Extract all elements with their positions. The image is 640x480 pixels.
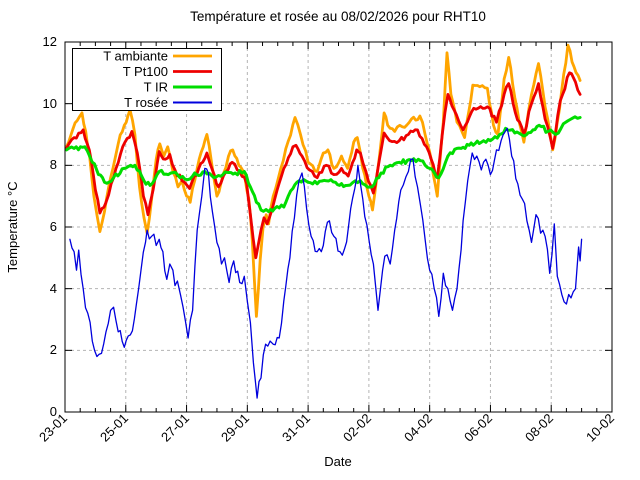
y-tick-label: 0 xyxy=(50,404,57,419)
legend-label-t-ambiante: T ambiante xyxy=(103,49,168,64)
series-line-t-ir xyxy=(65,115,582,214)
legend-label-t-rosee: T rosée xyxy=(124,95,168,110)
series-line-t-pt100 xyxy=(65,71,582,260)
y-tick-label: 6 xyxy=(50,219,57,234)
x-tick-label: 06-02 xyxy=(461,411,495,445)
x-tick-label: 31-01 xyxy=(279,411,313,445)
legend-label-t-pt100: T Pt100 xyxy=(123,64,168,79)
series-line-t-ros-e xyxy=(69,127,583,399)
x-tick-label: 27-01 xyxy=(158,411,192,445)
y-tick-label: 4 xyxy=(50,281,57,296)
legend: T ambiante T Pt100 T IR T rosée xyxy=(72,48,222,111)
legend-samples xyxy=(173,54,212,104)
legend-label-t-ir: T IR xyxy=(144,80,168,95)
y-tick-label: 12 xyxy=(43,34,57,49)
x-tick-label: 29-01 xyxy=(218,411,252,445)
y-tick-label: 10 xyxy=(43,96,57,111)
axes-layer xyxy=(64,41,613,413)
x-tick-label: 25-01 xyxy=(97,411,131,445)
y-axis-label: Temperature °C xyxy=(5,181,20,272)
x-tick-label: 04-02 xyxy=(401,411,435,445)
x-tick-label: 23-01 xyxy=(36,411,70,445)
curves-layer xyxy=(65,43,583,399)
y-tick-label: 2 xyxy=(50,342,57,357)
x-tick-label: 02-02 xyxy=(340,411,374,445)
x-axis-label: Date xyxy=(324,454,351,469)
y-tick-label: 8 xyxy=(50,157,57,172)
x-tick-label: 08-02 xyxy=(522,411,556,445)
chart-title: Température et rosée au 08/02/2026 pour … xyxy=(190,9,486,24)
x-tick-label: 10-02 xyxy=(583,411,617,445)
legend-box xyxy=(72,48,222,111)
